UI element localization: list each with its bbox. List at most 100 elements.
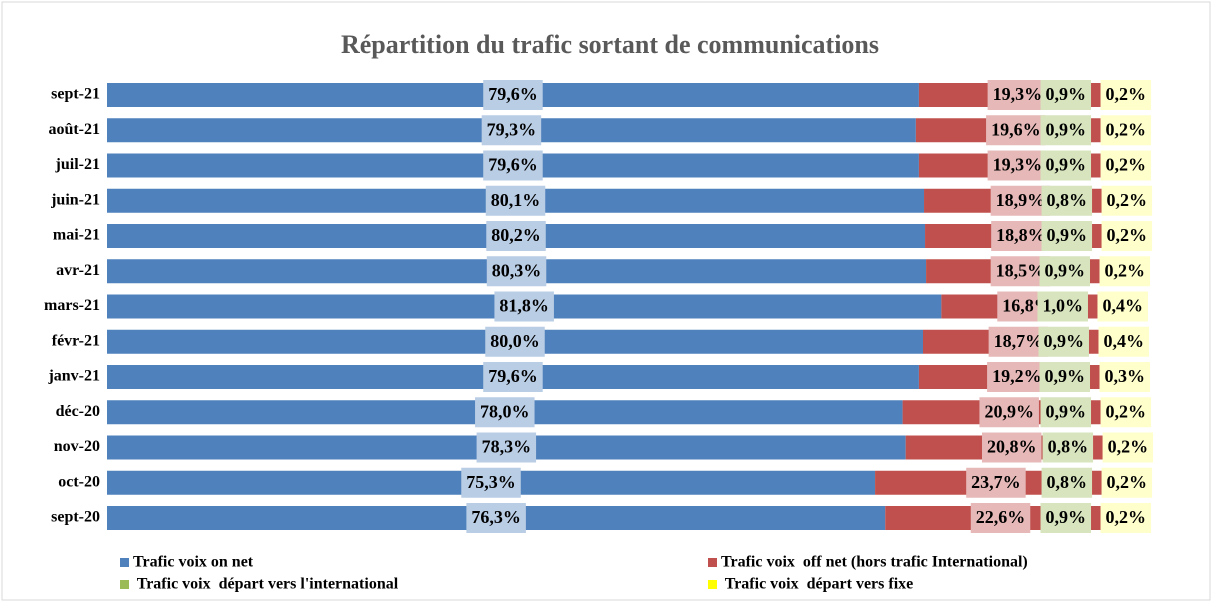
data-label: 18,8% (996, 225, 1046, 245)
data-label: 79,3% (487, 119, 537, 139)
data-label: 0,2% (1107, 472, 1148, 492)
data-label-box (1041, 185, 1093, 216)
data-label-box (1039, 362, 1091, 392)
data-label: 18,5% (996, 260, 1046, 280)
data-label-box (1101, 185, 1153, 216)
data-label: 0,2% (1106, 507, 1147, 527)
data-label-box (1097, 291, 1148, 322)
data-label: 0,2% (1107, 225, 1148, 245)
data-label: 0,8% (1047, 472, 1088, 492)
data-label-box (1098, 326, 1149, 357)
data-label: 0,2% (1106, 401, 1147, 421)
data-label-box (981, 432, 1042, 463)
data-label-box (1042, 432, 1094, 463)
y-tick-label: sept-21 (51, 86, 100, 103)
data-label: 80,1% (491, 190, 541, 210)
legend-label: Trafic voix on net (133, 554, 254, 571)
data-label-box (970, 503, 1031, 533)
legend-label: Trafic voix départ vers fixe (721, 576, 913, 593)
data-label-box (1100, 150, 1152, 181)
data-label-box (483, 150, 543, 181)
data-label-box (1099, 362, 1151, 392)
data-label: 19,6% (991, 119, 1041, 139)
data-label: 0,8% (1048, 437, 1089, 457)
data-label-box (1041, 467, 1093, 498)
data-label-box (966, 467, 1026, 498)
data-label: 0,2% (1107, 190, 1148, 210)
y-tick-label: avr-21 (56, 262, 100, 279)
data-label: 22,6% (976, 507, 1026, 527)
data-label: 0,2% (1106, 84, 1147, 104)
y-tick-label: févr-21 (52, 332, 100, 349)
data-label-box (987, 150, 1048, 181)
data-label-box (485, 185, 546, 216)
data-label-box (1100, 80, 1152, 110)
y-tick-label: sept-20 (51, 509, 100, 526)
data-label-box (485, 326, 545, 357)
data-label-box (1039, 256, 1091, 287)
data-label: 18,7% (994, 331, 1044, 351)
data-label: 0,4% (1103, 331, 1144, 351)
data-label: 0,9% (1046, 401, 1087, 421)
data-label-box (991, 221, 1051, 251)
data-label: 81,8% (499, 296, 549, 316)
data-label-box (494, 291, 554, 322)
y-tick-label: mai-21 (53, 227, 100, 244)
data-label: 75,3% (466, 472, 516, 492)
data-label: 0,9% (1047, 225, 1088, 245)
legend-label: Trafic voix off net (hors trafic Interna… (721, 554, 1028, 571)
data-label: 0,3% (1105, 366, 1146, 386)
data-label-box (1102, 432, 1154, 463)
data-label-box (1040, 150, 1092, 181)
data-label: 76,3% (471, 507, 521, 527)
data-label-box (475, 397, 535, 428)
data-label-box (486, 256, 547, 287)
data-label-box (486, 221, 546, 251)
data-label-box (1041, 221, 1093, 251)
chart-title: Répartition du trafic sortant de communi… (341, 30, 879, 59)
data-label-box (979, 397, 1039, 428)
data-label-box (1038, 326, 1089, 357)
data-label-box (1101, 467, 1153, 498)
data-label-box (1100, 397, 1152, 428)
legend-label: Trafic voix départ vers l'international (133, 576, 399, 593)
y-tick-label: nov-20 (54, 438, 100, 455)
data-label: 80,3% (492, 260, 542, 280)
data-label: 0,9% (1046, 507, 1087, 527)
data-label: 78,0% (480, 401, 530, 421)
data-label-box (1040, 80, 1092, 110)
data-label: 20,9% (984, 401, 1034, 421)
y-tick-label: janv-21 (47, 368, 100, 385)
data-label-box (990, 185, 1051, 216)
data-label: 23,7% (971, 472, 1021, 492)
y-tick-label: mars-21 (44, 297, 100, 314)
data-label: 0,9% (1046, 155, 1087, 175)
data-label: 0,9% (1045, 260, 1086, 280)
data-label: 0,9% (1046, 119, 1087, 139)
data-label: 1,0% (1042, 296, 1083, 316)
data-label: 80,2% (491, 225, 541, 245)
data-label-box (1100, 115, 1152, 146)
data-label-box (483, 362, 543, 392)
data-label-box (481, 115, 542, 146)
data-label: 80,0% (490, 331, 540, 351)
y-tick-label: oct-20 (58, 473, 100, 490)
legend-swatch (120, 558, 129, 567)
data-label: 19,3% (993, 155, 1043, 175)
data-label: 20,8% (987, 437, 1037, 457)
data-label: 0,2% (1106, 155, 1147, 175)
data-label-box (483, 80, 543, 110)
data-label: 79,6% (488, 366, 538, 386)
data-label-box (1040, 397, 1092, 428)
data-label: 0,4% (1102, 296, 1143, 316)
data-label: 78,3% (482, 437, 532, 457)
data-label-box (987, 80, 1048, 110)
data-label-box (461, 467, 521, 498)
data-label-box (1040, 503, 1092, 533)
data-label-box (466, 503, 526, 533)
data-label-box (1101, 221, 1153, 251)
data-label: 0,9% (1043, 331, 1084, 351)
data-label-box (1037, 291, 1088, 322)
legend-swatch (708, 558, 717, 567)
